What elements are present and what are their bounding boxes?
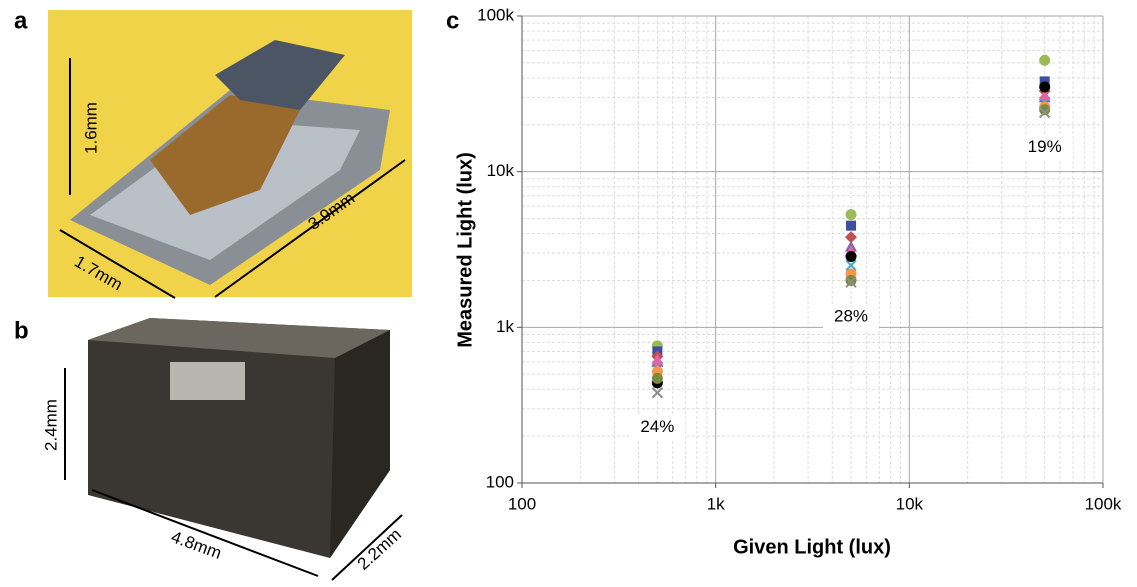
y-tick-label: 100k — [477, 5, 514, 24]
panel-label: b — [14, 317, 29, 344]
point — [1039, 81, 1050, 92]
panel-label: c — [446, 7, 459, 34]
y-tick-label: 1k — [496, 317, 514, 336]
annotation: 24% — [640, 417, 674, 436]
figure: a b c 1.6mm 1.7mm 3.9mm 2.4mm 4.8mm 2.2m… — [0, 0, 1137, 587]
dimension-label: 2.4mm — [41, 399, 60, 451]
package-window — [170, 362, 245, 400]
x-tick-label: 100 — [508, 494, 536, 513]
y-axis-title: Measured Light (lux) — [454, 152, 476, 348]
annotation: 28% — [834, 307, 868, 326]
annotation: 19% — [1028, 137, 1062, 156]
x-axis-title: Given Light (lux) — [733, 536, 891, 558]
point — [652, 373, 663, 384]
x-tick-label: 10k — [896, 494, 924, 513]
point — [1039, 55, 1050, 66]
x-tick-label: 100k — [1085, 494, 1122, 513]
y-tick-label: 10k — [487, 161, 515, 180]
y-tick-label: 100 — [486, 472, 514, 491]
point — [846, 209, 857, 220]
point — [846, 221, 856, 231]
x-tick-label: 1k — [707, 494, 725, 513]
dimension-label: 1.6mm — [81, 102, 100, 154]
point — [846, 251, 857, 262]
panel-label: a — [14, 7, 28, 34]
point — [846, 275, 857, 286]
plot: 100 1k 10k 100k 100 1k 10k 100k 24% 28% 19% — [477, 5, 1122, 513]
